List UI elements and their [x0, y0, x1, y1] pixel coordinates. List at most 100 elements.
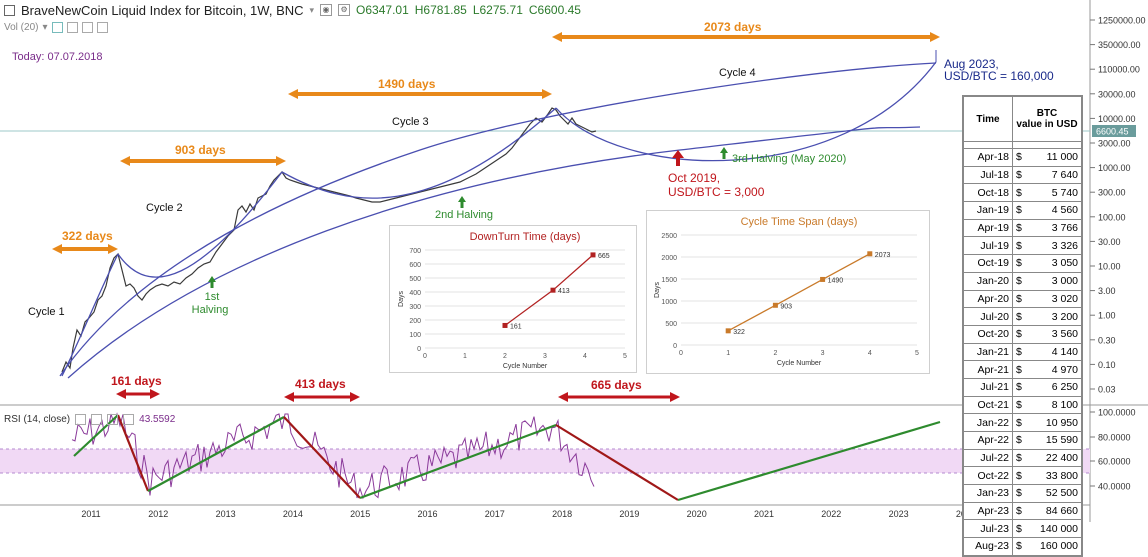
- rsi-series: [71, 412, 595, 500]
- table-row: Jan-19 $4 560: [963, 201, 1082, 220]
- table-header-value-line2: value in USD: [1016, 119, 1078, 130]
- price-axis-label: 30.00: [1098, 237, 1121, 247]
- close-icon[interactable]: [107, 414, 119, 425]
- table-cell-value: 3 766: [1024, 218, 1082, 238]
- table-row: Oct-22 $33 800: [963, 466, 1082, 486]
- volume-indicator-label[interactable]: Vol (20) ▾: [4, 22, 108, 33]
- table-cell-value: 3 020: [1024, 289, 1082, 309]
- price-axis-label: 300.00: [1098, 188, 1126, 198]
- time-axis-label: 2021: [754, 509, 774, 519]
- table-cell-value: 3 200: [1024, 307, 1082, 326]
- table-cell-value: 3 326: [1024, 236, 1082, 256]
- rsi-band: [0, 449, 1090, 473]
- chevron-down-icon[interactable]: ▾: [42, 22, 48, 33]
- rsi-indicator-label[interactable]: RSI (14, close) 43.5592: [4, 414, 175, 425]
- price-axis-label: 350000.00: [1098, 40, 1141, 50]
- settings-icon[interactable]: [66, 22, 78, 33]
- inset-y-tick: 1500: [661, 277, 677, 284]
- chart-header: BraveNewCoin Liquid Index for Bitcoin, 1…: [0, 0, 1090, 20]
- arrow-322-days-head-left: [52, 244, 62, 254]
- table-cell-value: 3 000: [1024, 271, 1082, 291]
- collapse-icon[interactable]: [4, 4, 15, 16]
- time-axis-label: 2022: [821, 509, 841, 519]
- eye-icon[interactable]: [51, 22, 63, 33]
- inset-y-tick: 500: [409, 276, 421, 283]
- table-cell-time: Apr-20: [963, 289, 1013, 309]
- table-cell-currency: $: [1012, 271, 1024, 291]
- label-halving3: 3rd Halving (May 2020): [732, 153, 846, 165]
- table-cell-value: 8 100: [1024, 395, 1082, 415]
- table-row: Jul-19 $3 326: [963, 236, 1082, 256]
- table-cell-value: 4 970: [1024, 360, 1082, 379]
- eye-icon[interactable]: [75, 414, 87, 425]
- inset-xlabel: Cycle Number: [777, 360, 822, 367]
- label-halving2: 2nd Halving: [435, 209, 493, 221]
- inset-y-tick: 700: [409, 248, 421, 255]
- cycle2-arc: [117, 171, 283, 278]
- cycle3-arc: [281, 107, 557, 199]
- inset-x-tick: 0: [423, 353, 427, 360]
- table-cell-currency: $: [1012, 165, 1024, 185]
- table-cell-value: 15 590: [1024, 431, 1082, 450]
- inset-data-point: [867, 251, 873, 257]
- time-axis-label: 2016: [417, 509, 437, 519]
- table-row: Apr-18 $11 000: [963, 148, 1082, 167]
- inset-xlabel: Cycle Number: [503, 363, 548, 370]
- inset-data-label: 903: [780, 303, 792, 310]
- label-2073-days: 2073 days: [704, 20, 762, 34]
- table-row: Jul-22 $22 400: [963, 448, 1082, 468]
- table-cell-currency: $: [1012, 324, 1024, 344]
- inset-x-tick: 3: [543, 353, 547, 360]
- symbol-title[interactable]: BraveNewCoin Liquid Index for Bitcoin, 1…: [21, 2, 304, 18]
- inset-ylabel: Days: [398, 291, 405, 307]
- btc-price-series: [61, 107, 597, 373]
- inset-y-tick: 200: [409, 318, 421, 325]
- table-cell-value: 3 560: [1024, 324, 1082, 344]
- more-icon[interactable]: [123, 414, 135, 425]
- table-cell-time: Oct-22: [963, 466, 1013, 486]
- table-cell-currency: $: [1012, 254, 1024, 273]
- chevron-down-icon[interactable]: ▾: [309, 4, 315, 15]
- time-axis-label: 2012: [148, 509, 168, 519]
- eye-icon[interactable]: ◉: [320, 4, 333, 16]
- label-903-days: 903 days: [175, 143, 226, 157]
- main-chart-svg: 1250000.00350000.00110000.0030000.001000…: [0, 0, 1148, 522]
- inset-data-label: 665: [598, 253, 610, 260]
- time-axis-label: 2020: [687, 509, 707, 519]
- inset-y-tick: 2500: [661, 233, 677, 240]
- table-cell-time: Jan-23: [963, 484, 1013, 503]
- inset-x-tick: 3: [821, 350, 825, 357]
- table-row: Apr-22 $15 590: [963, 431, 1082, 450]
- ohlc-open: O6347.01: [356, 3, 409, 17]
- inset-y-tick: 1000: [661, 299, 677, 306]
- more-icon[interactable]: [96, 22, 108, 33]
- table-cell-currency: $: [1012, 236, 1024, 256]
- downturn-time-chart: DownTurn Time (days) 0 100 200 300 400 500 600 7…: [389, 225, 637, 373]
- arrow-413-days-head-left: [284, 392, 294, 402]
- settings-icon[interactable]: ⚙: [338, 4, 351, 16]
- table-cell-currency: $: [1012, 466, 1024, 486]
- table-cell-currency: $: [1012, 201, 1024, 220]
- settings-icon[interactable]: [91, 414, 103, 425]
- inset-y-tick: 100: [409, 332, 421, 339]
- close-icon[interactable]: [81, 22, 93, 33]
- inset-x-tick: 1: [463, 353, 467, 360]
- volume-label: Vol (20): [4, 22, 39, 33]
- btc-forecast-table: Time BTC value in USD Apr-18 $11 000 Jul-1…: [962, 95, 1083, 557]
- price-axis-background: [1090, 0, 1148, 522]
- table-cell-currency: $: [1012, 360, 1024, 379]
- arrow-665-days-head-left: [558, 392, 568, 402]
- inset-data-point: [725, 328, 731, 334]
- table-cell-time: Apr-21: [963, 360, 1013, 379]
- inset-y-tick: 300: [409, 304, 421, 311]
- arrow-161-days-head-left: [116, 389, 126, 399]
- inset-series-line: [504, 254, 594, 326]
- inset-title: Cycle Time Span (days): [741, 216, 858, 228]
- inset-data-point: [590, 252, 596, 258]
- time-axis-label: 2018: [552, 509, 572, 519]
- table-cell-time: Jul-20: [963, 307, 1013, 326]
- rsi-trend-down-1: [116, 414, 150, 492]
- price-axis-label: 1000.00: [1098, 163, 1131, 173]
- arrow-665-days-head-right: [670, 392, 680, 402]
- table-cell-time: Jul-18: [963, 165, 1013, 185]
